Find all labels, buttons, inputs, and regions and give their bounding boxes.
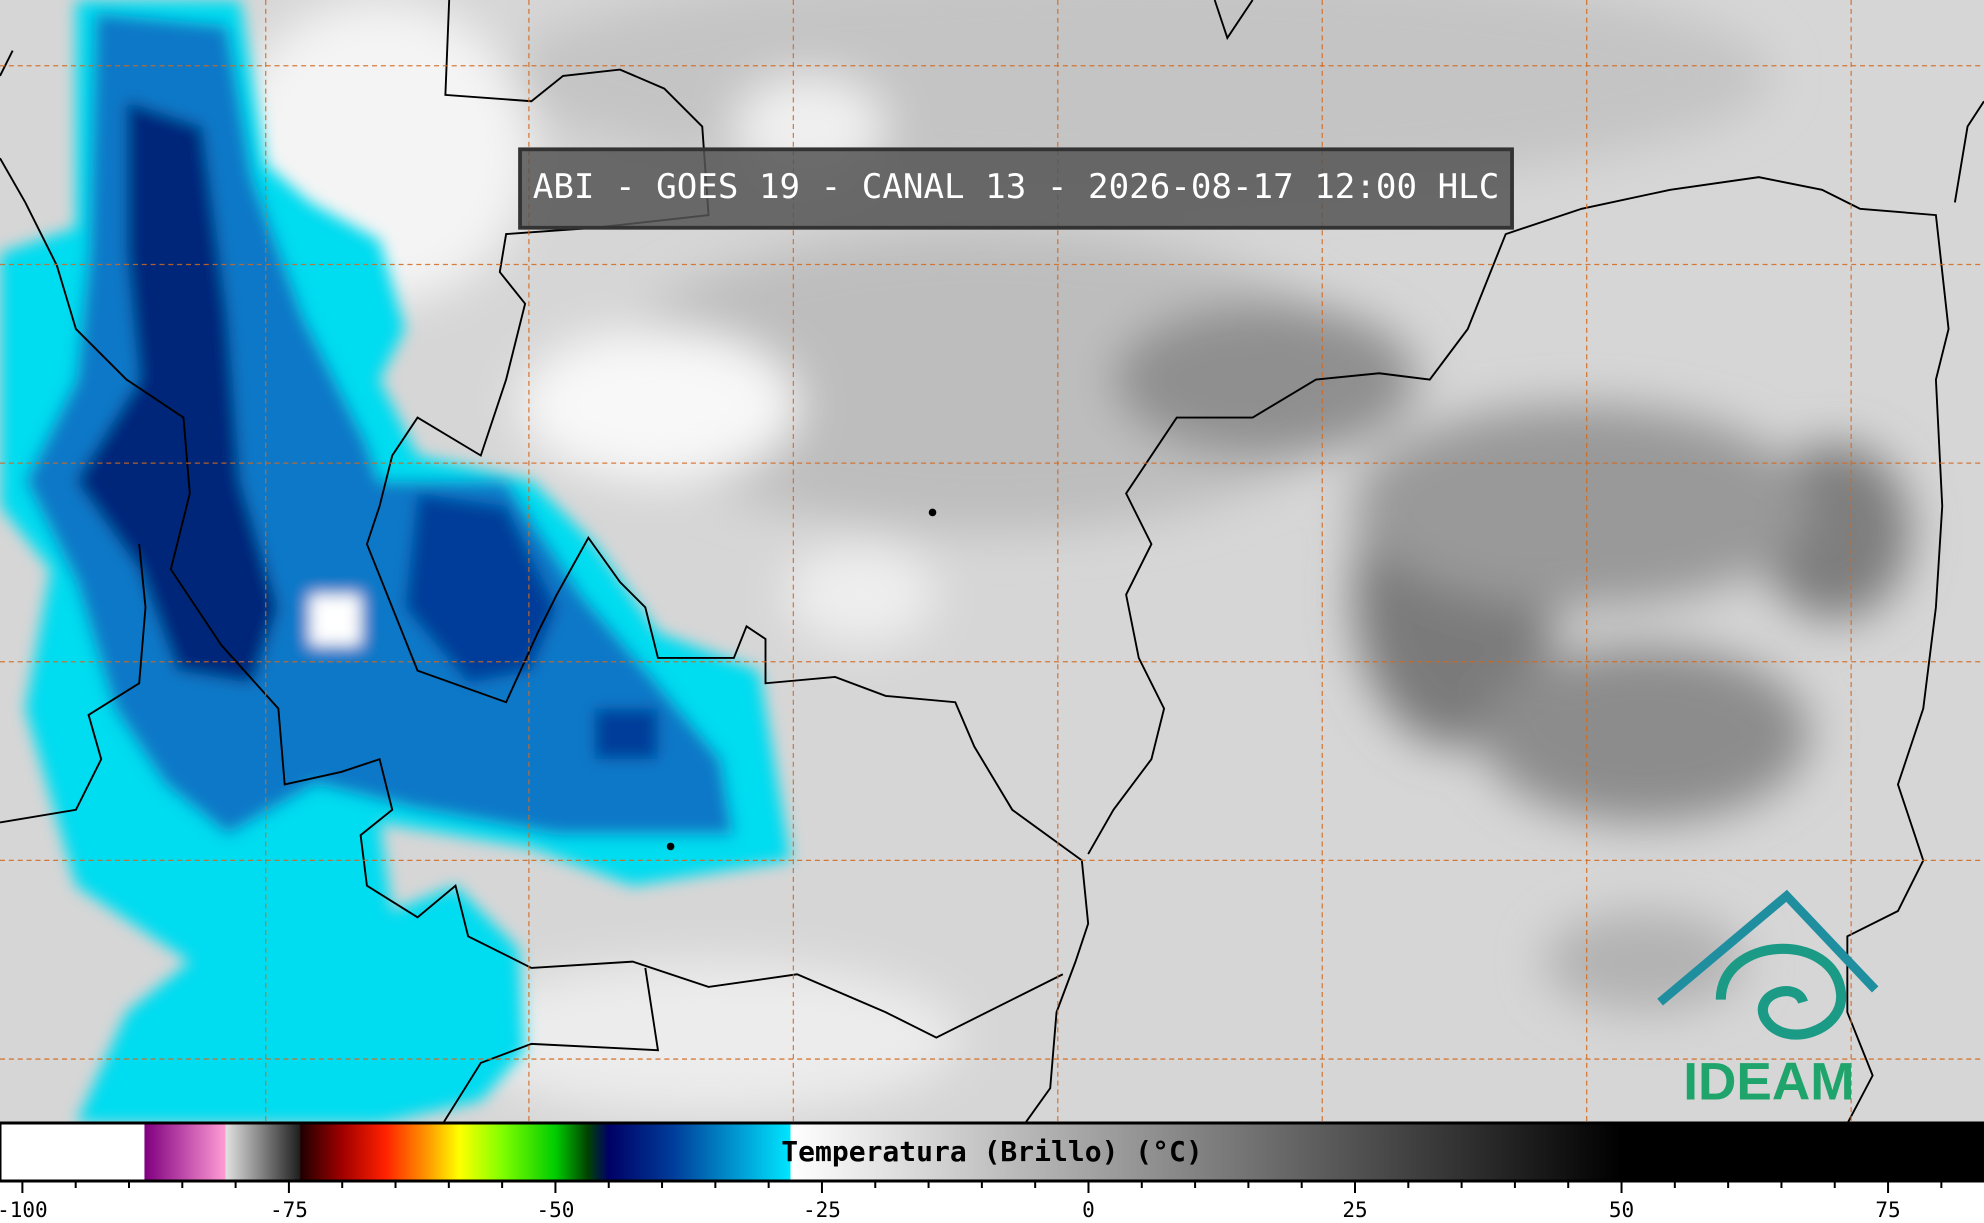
tick-label: 0 [1082, 1198, 1095, 1222]
tick-label: -100 [0, 1198, 48, 1222]
tick-label: 75 [1875, 1198, 1900, 1222]
tick-label: -50 [536, 1198, 574, 1222]
tick-label: -25 [803, 1198, 841, 1222]
logo-text: IDEAM [1683, 1053, 1854, 1112]
colorbar-gradient [0, 1121, 1984, 1183]
cloud-field [227, 0, 1911, 1114]
map: ABI - GOES 19 - CANAL 13 - 2026-08-17 12… [0, 0, 1984, 1124]
cold-cloud [0, 0, 791, 1124]
logo: IDEAM [1657, 889, 1879, 1112]
title: ABI - GOES 19 - CANAL 13 - 2026-08-17 12… [533, 167, 1500, 207]
title-box: ABI - GOES 19 - CANAL 13 - 2026-08-17 12… [518, 147, 1514, 230]
country-borders [0, 0, 1984, 1124]
tick-label: 25 [1342, 1198, 1367, 1222]
colorbar: Temperatura (Brillo) (°C) -100 -75 -50 -25 0… [0, 1121, 1984, 1222]
colorbar-label: Temperatura (Brillo) (°C) [781, 1135, 1202, 1168]
cities [666, 508, 937, 851]
tick-label: -75 [270, 1198, 308, 1222]
tick-label: 50 [1609, 1198, 1634, 1222]
